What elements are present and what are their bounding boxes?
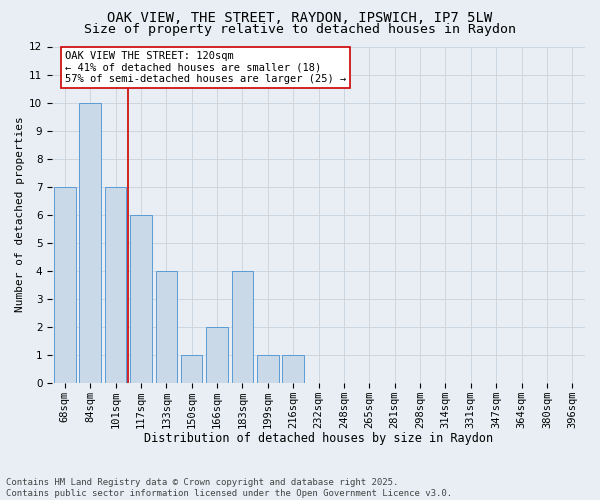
Bar xyxy=(105,186,127,382)
Text: Size of property relative to detached houses in Raydon: Size of property relative to detached ho… xyxy=(84,22,516,36)
Bar xyxy=(54,186,76,382)
Text: OAK VIEW, THE STREET, RAYDON, IPSWICH, IP7 5LW: OAK VIEW, THE STREET, RAYDON, IPSWICH, I… xyxy=(107,11,493,25)
Bar xyxy=(232,270,253,382)
Bar xyxy=(130,214,152,382)
Bar xyxy=(155,270,177,382)
Bar xyxy=(181,354,202,382)
Bar xyxy=(79,102,101,382)
Y-axis label: Number of detached properties: Number of detached properties xyxy=(15,116,25,312)
Text: Contains HM Land Registry data © Crown copyright and database right 2025.
Contai: Contains HM Land Registry data © Crown c… xyxy=(6,478,452,498)
Bar xyxy=(283,354,304,382)
Bar xyxy=(206,326,228,382)
Bar xyxy=(257,354,278,382)
Text: OAK VIEW THE STREET: 120sqm
← 41% of detached houses are smaller (18)
57% of sem: OAK VIEW THE STREET: 120sqm ← 41% of det… xyxy=(65,50,346,84)
X-axis label: Distribution of detached houses by size in Raydon: Distribution of detached houses by size … xyxy=(144,432,493,445)
